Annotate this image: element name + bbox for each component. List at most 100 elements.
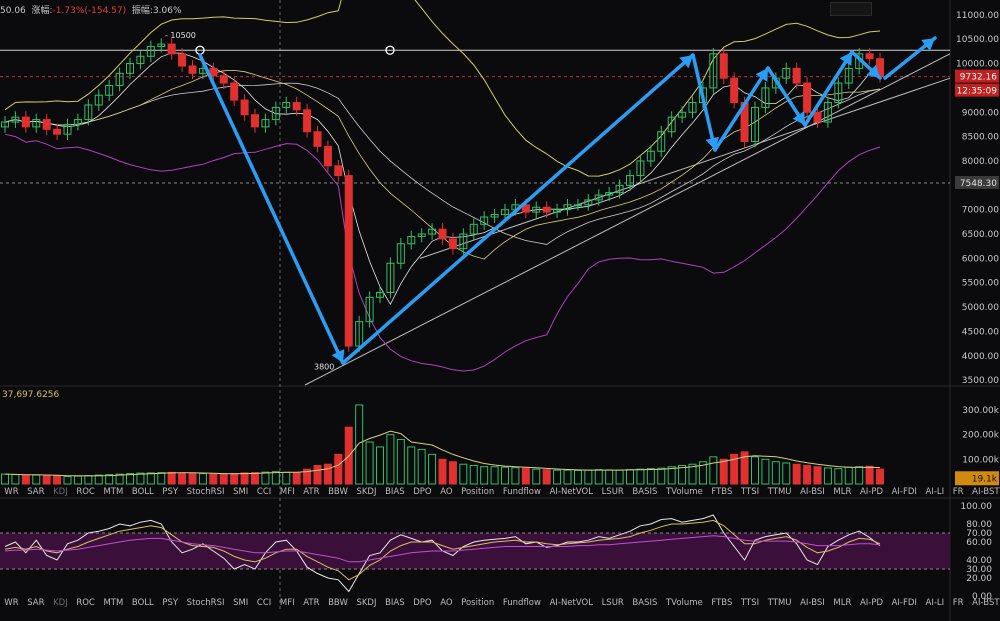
tab-bias[interactable]: BIAS <box>385 598 405 608</box>
tab-ai-bsi[interactable]: AI-BSI <box>800 487 825 497</box>
tab-basis[interactable]: BASIS <box>632 598 658 608</box>
tab-fr[interactable]: FR <box>952 487 964 497</box>
tab-ai-pd[interactable]: AI-PD <box>859 487 884 497</box>
candle-35 <box>365 296 374 323</box>
boll-upper <box>4 0 881 177</box>
tab-boll[interactable]: BOLL <box>131 598 154 608</box>
tab-ftbs[interactable]: FTBS <box>711 598 733 608</box>
candle-66 <box>688 102 697 113</box>
tab-dpo[interactable]: DPO <box>413 598 432 608</box>
candle-30 <box>313 131 322 147</box>
volume-bar-27 <box>282 471 291 485</box>
volume-bar-79 <box>823 467 832 485</box>
last-price-tag: 9732.16 <box>960 73 997 83</box>
chart-header: 50.06 涨幅:-1.73%(-154.57) 振幅:3.06% <box>0 3 182 16</box>
tab-ttsi[interactable]: TTSI <box>740 598 760 608</box>
tab-cci[interactable]: CCI <box>256 487 272 497</box>
low-label: 3800 <box>314 363 334 372</box>
tab-ttsi[interactable]: TTSI <box>740 487 760 497</box>
tab-dpo[interactable]: DPO <box>413 487 432 497</box>
tab-fr[interactable]: FR <box>952 598 964 608</box>
tab-skdj[interactable]: SKDJ <box>356 598 377 608</box>
tab-position[interactable]: Position <box>461 598 495 608</box>
candle-12 <box>126 63 134 74</box>
tab-ai-bsi[interactable]: AI-BSI <box>800 598 825 608</box>
tab-ai-netvol[interactable]: AI-NetVOL <box>549 487 593 497</box>
candle-1 <box>11 116 20 123</box>
tab-lsur[interactable]: LSUR <box>601 487 624 497</box>
toolbar-icons[interactable] <box>830 2 872 16</box>
tab-ttmu[interactable]: TTMU <box>767 598 792 608</box>
tab-ao[interactable]: AO <box>440 487 453 497</box>
tab-roc[interactable]: ROC <box>76 598 95 608</box>
tab-tvolume[interactable]: TVolume <box>665 598 703 608</box>
candle-41 <box>428 228 437 235</box>
candle-31 <box>323 145 332 167</box>
tab-atr[interactable]: ATR <box>303 598 320 608</box>
tab-mfi[interactable]: MFI <box>279 487 295 497</box>
tab-psy[interactable]: PSY <box>162 598 179 608</box>
volume-bar-43 <box>448 461 457 485</box>
tab-mtm[interactable]: MTM <box>103 487 124 497</box>
tab-ai-li[interactable]: AI-LI <box>925 487 945 497</box>
tab-bbw[interactable]: BBW <box>328 598 348 608</box>
tab-sar[interactable]: SAR <box>27 487 45 497</box>
tab-fundflow[interactable]: Fundflow <box>502 487 541 497</box>
candle-77 <box>803 82 812 113</box>
tab-cci[interactable]: CCI <box>256 598 272 608</box>
level-tag-bg <box>955 175 999 189</box>
tab-fundflow[interactable]: Fundflow <box>502 598 541 608</box>
tab-lsur[interactable]: LSUR <box>601 598 624 608</box>
tab-bbw[interactable]: BBW <box>328 487 348 497</box>
volume-bar-31 <box>323 463 332 485</box>
tab-ai-bst[interactable]: AI-BST <box>972 487 1000 497</box>
candle-78 <box>813 111 822 123</box>
level-tag: 7548.30 <box>960 179 997 189</box>
tab-skdj[interactable]: SKDJ <box>356 487 377 497</box>
tab-psy[interactable]: PSY <box>162 487 179 497</box>
tab-ai-fdi[interactable]: AI-FDI <box>891 487 917 497</box>
price-tick-7: 7000.00 <box>962 206 999 216</box>
tab-stochrsi[interactable]: StochRSI <box>186 598 225 608</box>
volume-tick-1: 200.00k <box>962 431 999 441</box>
countdown-tag-bg <box>955 83 999 97</box>
tab-wr[interactable]: WR <box>4 598 19 608</box>
volume-bar-4 <box>42 475 51 485</box>
tab-kdj[interactable]: KDJ <box>53 487 68 497</box>
volume-bar-49 <box>511 467 520 485</box>
candle-6 <box>63 123 72 135</box>
tab-boll[interactable]: BOLL <box>131 487 154 497</box>
tab-ao[interactable]: AO <box>440 598 453 608</box>
tab-smi[interactable]: SMI <box>233 487 249 497</box>
tab-position[interactable]: Position <box>461 487 495 497</box>
tab-tvolume[interactable]: TVolume <box>665 487 703 497</box>
tab-kdj[interactable]: KDJ <box>53 598 68 608</box>
volume-tick-0: 300.00k <box>962 406 999 416</box>
tab-ai-netvol[interactable]: AI-NetVOL <box>549 598 593 608</box>
tab-mlr[interactable]: MLR <box>833 598 852 608</box>
volume-bar-72 <box>751 456 759 485</box>
volume-bar-26 <box>271 471 280 485</box>
tab-bias[interactable]: BIAS <box>385 487 405 497</box>
tab-ai-li[interactable]: AI-LI <box>925 598 945 608</box>
tab-atr[interactable]: ATR <box>303 487 320 497</box>
tab-ai-bst[interactable]: AI-BST <box>972 598 1000 608</box>
tab-ttmu[interactable]: TTMU <box>767 487 792 497</box>
tab-mfi[interactable]: MFI <box>279 598 295 608</box>
tab-sar[interactable]: SAR <box>27 598 45 608</box>
tab-mtm[interactable]: MTM <box>103 598 124 608</box>
tab-ftbs[interactable]: FTBS <box>711 487 733 497</box>
candle-33 <box>344 175 353 347</box>
tab-smi[interactable]: SMI <box>233 598 249 608</box>
tab-basis[interactable]: BASIS <box>632 487 658 497</box>
tab-roc[interactable]: ROC <box>76 487 95 497</box>
rsi-band-fill <box>0 533 950 569</box>
tab-ai-pd[interactable]: AI-PD <box>859 598 884 608</box>
tab-ai-fdi[interactable]: AI-FDI <box>891 598 917 608</box>
tab-wr[interactable]: WR <box>4 487 19 497</box>
tab-stochrsi[interactable]: StochRSI <box>186 487 225 497</box>
volume-bar-67 <box>698 461 707 485</box>
rsi-tick-3: 60.00 <box>966 538 992 548</box>
volume-bar-32 <box>334 453 343 485</box>
tab-mlr[interactable]: MLR <box>833 487 852 497</box>
